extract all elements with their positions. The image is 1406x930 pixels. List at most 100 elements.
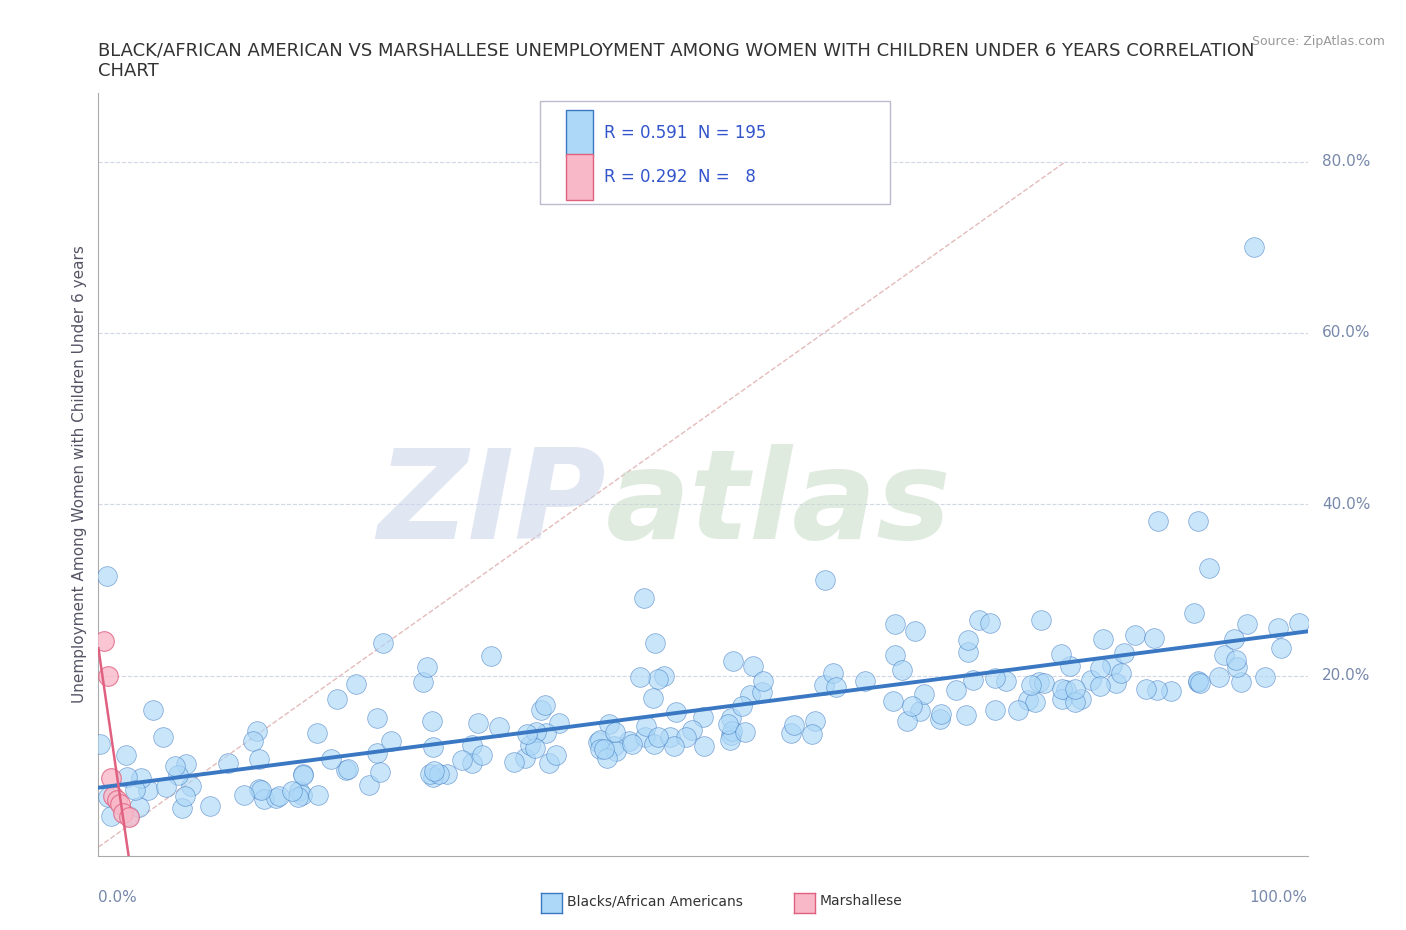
- Point: [172, 801, 194, 816]
- Point: [1198, 560, 1220, 575]
- Point: [589, 733, 612, 748]
- Point: [1031, 613, 1053, 628]
- Point: [1187, 673, 1209, 688]
- Point: [544, 748, 567, 763]
- Point: [217, 755, 239, 770]
- Text: atlas: atlas: [606, 445, 952, 565]
- Point: [1114, 645, 1136, 660]
- Point: [281, 784, 304, 799]
- Point: [658, 729, 681, 744]
- Point: [97, 669, 120, 684]
- Point: [420, 713, 443, 728]
- Point: [1226, 659, 1249, 674]
- Point: [416, 659, 439, 674]
- Point: [436, 766, 458, 781]
- Point: [419, 766, 441, 781]
- Point: [1091, 631, 1114, 646]
- Point: [586, 735, 609, 750]
- Point: [891, 663, 914, 678]
- Point: [1142, 631, 1164, 645]
- Point: [291, 767, 314, 782]
- Point: [779, 725, 801, 740]
- Point: [1109, 665, 1132, 680]
- Point: [180, 779, 202, 794]
- Point: [1105, 676, 1128, 691]
- Point: [824, 680, 846, 695]
- Point: [647, 671, 669, 686]
- Point: [1123, 628, 1146, 643]
- Point: [804, 713, 827, 728]
- Point: [912, 686, 935, 701]
- Point: [742, 658, 765, 673]
- Point: [523, 740, 546, 755]
- Point: [366, 711, 388, 725]
- Point: [1225, 652, 1247, 667]
- Point: [957, 632, 980, 647]
- Point: [1288, 616, 1310, 631]
- Point: [823, 666, 845, 681]
- Point: [595, 751, 617, 766]
- Point: [249, 782, 271, 797]
- Point: [1187, 674, 1209, 689]
- Point: [1024, 695, 1046, 710]
- Point: [368, 764, 391, 779]
- Point: [266, 790, 288, 805]
- Point: [634, 718, 657, 733]
- Point: [346, 676, 368, 691]
- Point: [118, 810, 141, 825]
- Point: [101, 789, 124, 804]
- Point: [751, 684, 773, 699]
- Point: [1236, 617, 1258, 631]
- Point: [1070, 691, 1092, 706]
- Point: [1135, 682, 1157, 697]
- Point: [117, 809, 139, 824]
- Point: [174, 757, 197, 772]
- Point: [983, 702, 1005, 717]
- Point: [93, 634, 115, 649]
- Point: [1088, 679, 1111, 694]
- Point: [1160, 684, 1182, 698]
- Point: [644, 635, 666, 650]
- Point: [882, 694, 904, 709]
- Point: [422, 740, 444, 755]
- Point: [641, 691, 664, 706]
- Point: [488, 720, 510, 735]
- Point: [1184, 605, 1206, 620]
- Point: [450, 752, 472, 767]
- Point: [321, 751, 343, 766]
- Point: [247, 751, 270, 766]
- Point: [100, 771, 122, 786]
- Point: [1017, 693, 1039, 708]
- Text: 0.0%: 0.0%: [98, 890, 138, 905]
- Point: [1088, 661, 1111, 676]
- Point: [548, 716, 571, 731]
- Point: [250, 783, 273, 798]
- Text: 40.0%: 40.0%: [1322, 497, 1371, 512]
- Point: [662, 739, 685, 754]
- Point: [1223, 632, 1246, 647]
- Point: [530, 702, 553, 717]
- Text: 100.0%: 100.0%: [1250, 890, 1308, 905]
- Point: [128, 800, 150, 815]
- FancyBboxPatch shape: [540, 100, 890, 204]
- Point: [97, 790, 120, 804]
- Point: [287, 790, 309, 804]
- Point: [242, 734, 264, 749]
- Point: [1050, 682, 1073, 697]
- Point: [515, 751, 537, 765]
- Point: [461, 755, 484, 770]
- Point: [155, 779, 177, 794]
- Point: [782, 718, 804, 733]
- Point: [198, 799, 221, 814]
- Point: [903, 624, 925, 639]
- Point: [1254, 669, 1277, 684]
- Point: [412, 674, 434, 689]
- Point: [598, 717, 620, 732]
- Point: [955, 708, 977, 723]
- Point: [1101, 658, 1123, 672]
- Point: [1187, 514, 1209, 529]
- Text: Marshallese: Marshallese: [820, 894, 903, 909]
- Point: [593, 742, 616, 757]
- Point: [801, 727, 824, 742]
- Point: [900, 698, 922, 713]
